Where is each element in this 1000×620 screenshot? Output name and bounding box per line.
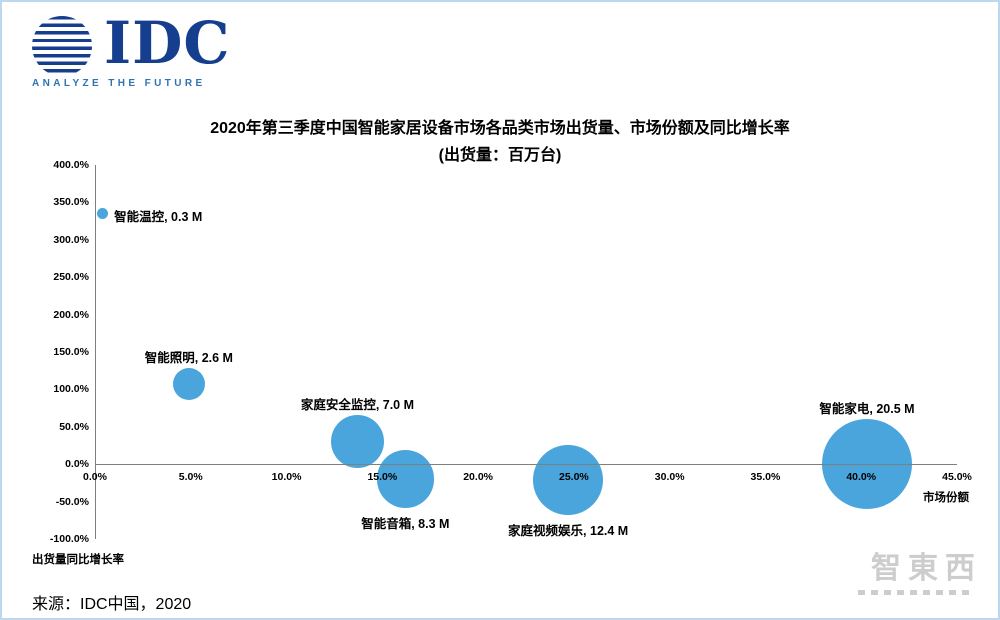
y-axis-tick-label: 150.0% xyxy=(53,346,89,358)
x-axis-line xyxy=(95,464,957,466)
y-axis-tick-label: 200.0% xyxy=(53,308,89,321)
x-axis-tick-label: 40.0% xyxy=(846,471,877,484)
y-axis-tick-label: 400.0% xyxy=(53,159,89,171)
chart-bubble xyxy=(376,450,434,508)
chart-bubble xyxy=(97,208,109,220)
idc-logo: IDC ANALYZE THE FUTURE xyxy=(30,9,240,97)
x-axis-tick-label: 35.0% xyxy=(750,471,781,484)
y-axis-tick-label: 350.0% xyxy=(53,196,89,209)
y-axis-tick-label: 0.0% xyxy=(65,458,89,471)
x-axis-tick-label: 30.0% xyxy=(654,471,685,484)
x-axis-tick-label: 20.0% xyxy=(463,471,493,484)
bubble-label: 家庭视频娱乐, 12.4 M xyxy=(508,523,629,538)
chart-bubble xyxy=(533,444,604,515)
idc-logo-tagline: ANALYZE THE FUTURE xyxy=(32,78,206,89)
x-axis-tick-label: 15.0% xyxy=(367,471,398,484)
x-axis-tick-label: 25.0% xyxy=(558,471,589,484)
watermark-zhidongxi: 智東西 xyxy=(871,551,982,586)
y-axis-tick-label: -50.0% xyxy=(55,495,89,508)
y-axis-tick-label: 250.0% xyxy=(53,271,89,284)
y-axis-tick-label: 50.0% xyxy=(59,420,89,433)
x-axis-tick-label: 0.0% xyxy=(83,471,107,484)
chart-title: 2020年第三季度中国智能家居设备市场各品类市场出货量、市场份额及同比增长率 xyxy=(210,120,790,137)
y-axis-tick-label: 100.0% xyxy=(53,383,89,396)
y-axis-tick-label: -100.0% xyxy=(49,533,89,545)
idc-globe-icon xyxy=(32,16,92,76)
source-note: 来源：IDC中国，2020 xyxy=(32,596,192,613)
bubble-label: 家庭安全监控, 7.0 M xyxy=(300,398,415,413)
y-axis-tick-label: 300.0% xyxy=(53,233,89,246)
y-axis-label: 出货量同比增长率 xyxy=(32,554,124,566)
bubble-label: 智能音箱, 8.3 M xyxy=(361,516,450,531)
x-axis-tick-label: 45.0% xyxy=(942,471,972,484)
chart-bubble xyxy=(172,368,205,401)
x-axis-label: 市场份额 xyxy=(923,492,969,504)
chart-bubble xyxy=(331,415,384,469)
bubble-label: 智能照明, 2.6 M xyxy=(144,351,233,366)
x-axis-tick-label: 10.0% xyxy=(271,471,302,484)
idc-logo-text: IDC xyxy=(104,9,231,77)
bubble-label: 智能家电, 20.5 M xyxy=(819,402,915,417)
watermark-underline xyxy=(858,590,974,595)
bubble-label: 智能温控, 0.3 M xyxy=(114,209,203,224)
y-axis-line xyxy=(95,165,96,539)
x-axis-tick-label: 5.0% xyxy=(178,471,203,484)
chart-subtitle: (出货量：百万台) xyxy=(438,147,562,164)
